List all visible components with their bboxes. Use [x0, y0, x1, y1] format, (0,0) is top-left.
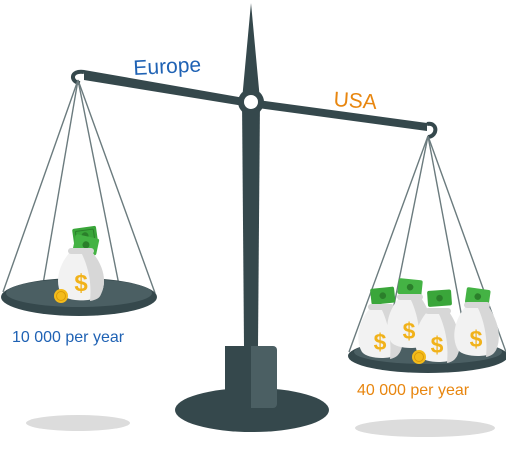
svg-text:$: $ [403, 318, 416, 344]
europe-label: Europe [132, 53, 202, 80]
dollar-sign-icon: $ [74, 270, 88, 297]
left-floor-shadow [26, 415, 130, 431]
svg-text:$: $ [374, 329, 387, 355]
scale-base [175, 346, 329, 432]
svg-text:$: $ [431, 332, 444, 358]
usa-label: USA [332, 88, 378, 115]
scale-pillar [242, 3, 260, 346]
money-bag-4: $ [454, 287, 499, 357]
money-bag-3: $ [415, 289, 460, 363]
left-pan-strings [2, 79, 156, 294]
left-money-bag: $ [54, 225, 104, 303]
usa-amount-text: 40 000 per year [357, 382, 470, 399]
right-floor-shadow [355, 419, 495, 437]
scale-beam [71, 69, 438, 139]
right-money-bags: $ $ $ [358, 278, 499, 364]
svg-text:$: $ [470, 326, 483, 352]
europe-amount-text: 10 000 per year [12, 329, 125, 346]
